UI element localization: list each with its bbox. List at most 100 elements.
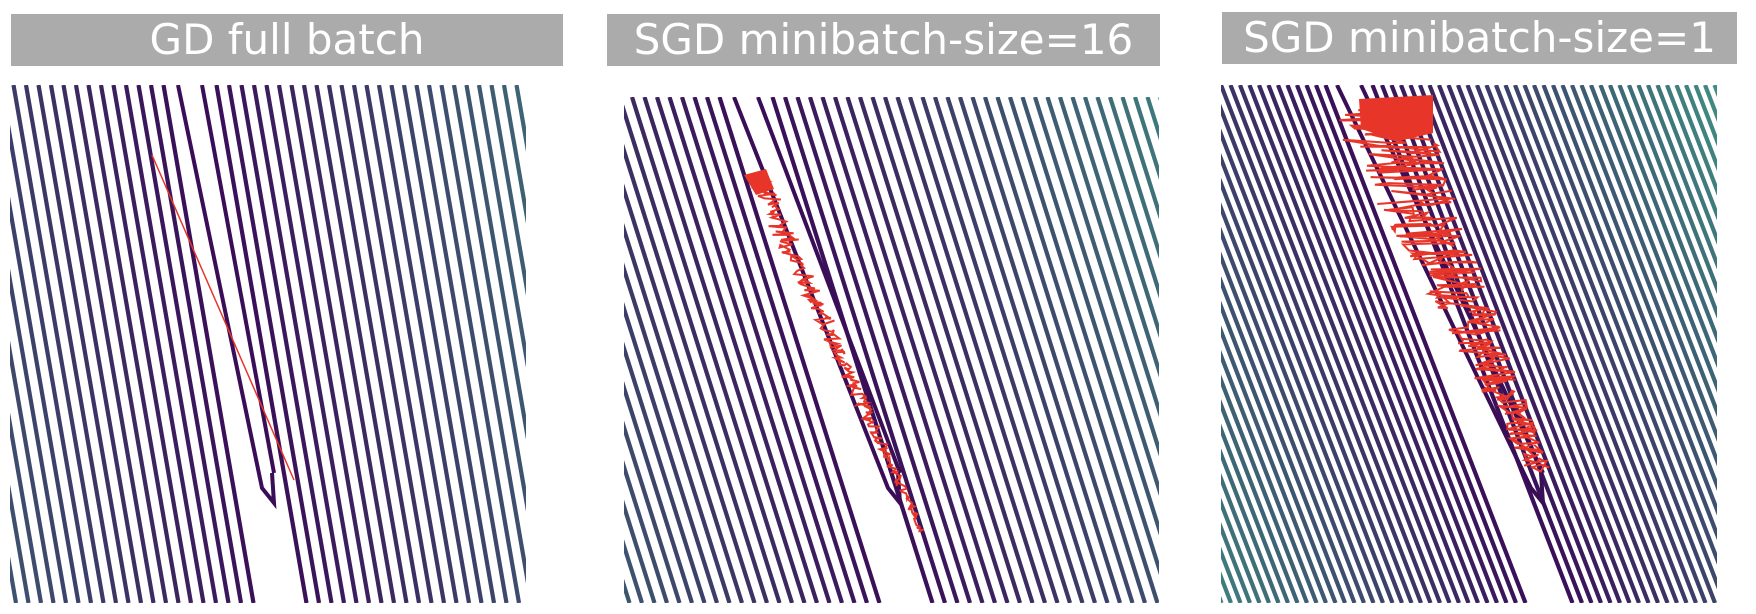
contour-line bbox=[11, 85, 106, 603]
contour-line bbox=[251, 85, 347, 603]
contour-line bbox=[10, 268, 69, 603]
contour-line bbox=[624, 222, 745, 603]
contour-line bbox=[111, 85, 206, 603]
contour-plot-sgd-1 bbox=[1221, 85, 1717, 603]
contour-line bbox=[1408, 85, 1613, 603]
contour-line bbox=[264, 85, 359, 603]
contour-line bbox=[439, 85, 526, 584]
contour-line bbox=[932, 97, 1098, 603]
contour-line bbox=[1551, 85, 1717, 516]
contour-line bbox=[148, 85, 244, 603]
panel-title-sgd-1: SGD minibatch-size=1 bbox=[1222, 12, 1737, 64]
contour-line bbox=[1503, 85, 1708, 603]
contour-line bbox=[1221, 85, 1423, 603]
contour-line bbox=[782, 97, 948, 603]
contour-line bbox=[1221, 177, 1385, 603]
contour-line bbox=[1655, 85, 1717, 245]
contour-line bbox=[401, 85, 497, 603]
contour-line bbox=[717, 97, 882, 603]
contour-line bbox=[1560, 85, 1717, 491]
contour-line bbox=[624, 499, 657, 603]
contour-line bbox=[1221, 399, 1300, 603]
contour-line bbox=[642, 97, 807, 603]
contour-line bbox=[1266, 85, 1471, 603]
contour-line bbox=[907, 97, 1073, 603]
contour-line bbox=[679, 97, 845, 603]
contour-line bbox=[314, 85, 409, 603]
contour-line bbox=[1646, 85, 1717, 270]
contour-line bbox=[1399, 85, 1603, 603]
contour-line bbox=[624, 380, 695, 603]
contour-line bbox=[895, 97, 1060, 603]
contour-line bbox=[1221, 349, 1319, 603]
sgd-1-path bbox=[1339, 105, 1550, 473]
contour-line bbox=[1221, 300, 1338, 603]
gd-path-line bbox=[151, 154, 295, 481]
contour-line bbox=[61, 85, 156, 603]
contour-line bbox=[1221, 325, 1328, 603]
contour-line bbox=[1598, 85, 1717, 393]
contour-line bbox=[23, 85, 119, 603]
contour-line bbox=[1221, 497, 1262, 603]
contour-line bbox=[10, 124, 94, 603]
inner-contour-line bbox=[1359, 85, 1545, 474]
contour-line bbox=[1238, 85, 1442, 603]
contour-line bbox=[414, 85, 509, 603]
contour-line bbox=[1221, 374, 1309, 603]
contour-line bbox=[1295, 85, 1499, 603]
contour-line bbox=[1617, 85, 1717, 344]
optimization-path bbox=[744, 169, 925, 533]
contour-line bbox=[339, 85, 434, 603]
contour-line bbox=[1636, 85, 1717, 295]
contour-line bbox=[1276, 85, 1480, 603]
contour-line bbox=[1456, 85, 1660, 603]
contour-line bbox=[857, 97, 1023, 603]
contour-line bbox=[920, 97, 1085, 603]
contour-line bbox=[667, 97, 832, 603]
contour-line bbox=[1446, 85, 1651, 603]
sgd-16-start-cluster bbox=[744, 169, 774, 195]
panel-title-gd: GD full batch bbox=[11, 14, 563, 66]
contour-line bbox=[957, 97, 1123, 603]
contour-line bbox=[1221, 423, 1290, 603]
contour-line bbox=[451, 85, 526, 512]
sgd-16-path bbox=[749, 172, 925, 533]
contour-line bbox=[1570, 85, 1717, 467]
valley-region bbox=[734, 97, 916, 603]
contour-line bbox=[1247, 85, 1452, 603]
contour-line bbox=[10, 484, 31, 603]
contour-plot-gd bbox=[10, 85, 526, 603]
contour-line bbox=[136, 85, 231, 603]
contour-line bbox=[624, 262, 732, 603]
contour-line bbox=[1057, 97, 1159, 418]
optimization-path bbox=[151, 154, 295, 481]
contour-line bbox=[476, 85, 526, 368]
contour-line bbox=[1221, 448, 1281, 603]
contour-line bbox=[1221, 202, 1376, 603]
contour-line bbox=[1221, 152, 1395, 603]
contour-line bbox=[1389, 85, 1594, 603]
contour-plot-sgd-16 bbox=[624, 97, 1159, 603]
contour-line bbox=[161, 85, 256, 603]
contour-line bbox=[1257, 85, 1461, 603]
contour-line bbox=[289, 85, 384, 603]
contour-line bbox=[945, 97, 1110, 603]
contour-line bbox=[501, 85, 526, 224]
contour-line bbox=[624, 183, 757, 603]
contour-line bbox=[426, 85, 522, 603]
contour-line bbox=[1107, 97, 1159, 259]
contour-line bbox=[123, 85, 219, 603]
contour-line bbox=[820, 97, 985, 603]
valley-floor bbox=[1335, 85, 1559, 603]
contour-line bbox=[1427, 85, 1632, 603]
contour-line bbox=[1418, 85, 1622, 603]
contour-line bbox=[489, 85, 526, 296]
contour-line bbox=[1221, 251, 1357, 603]
contour-line bbox=[1221, 472, 1271, 603]
panel-title-sgd-16: SGD minibatch-size=16 bbox=[607, 14, 1160, 66]
inner-contour-line bbox=[756, 97, 902, 474]
contour-line bbox=[326, 85, 422, 603]
contour-line bbox=[1304, 85, 1509, 603]
contour-line bbox=[1070, 97, 1159, 378]
contour-line bbox=[1513, 85, 1717, 603]
